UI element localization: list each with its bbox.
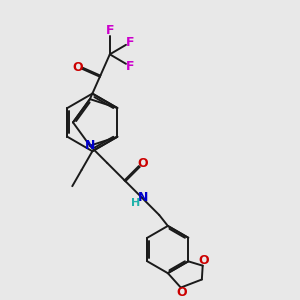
Text: F: F [126,60,135,73]
Text: N: N [85,139,95,152]
Text: O: O [198,254,209,267]
Text: O: O [137,157,148,170]
Text: F: F [126,36,135,49]
Text: O: O [73,61,83,74]
Text: O: O [176,286,187,299]
Text: H: H [131,198,140,208]
Text: F: F [106,24,114,37]
Text: N: N [138,190,148,204]
